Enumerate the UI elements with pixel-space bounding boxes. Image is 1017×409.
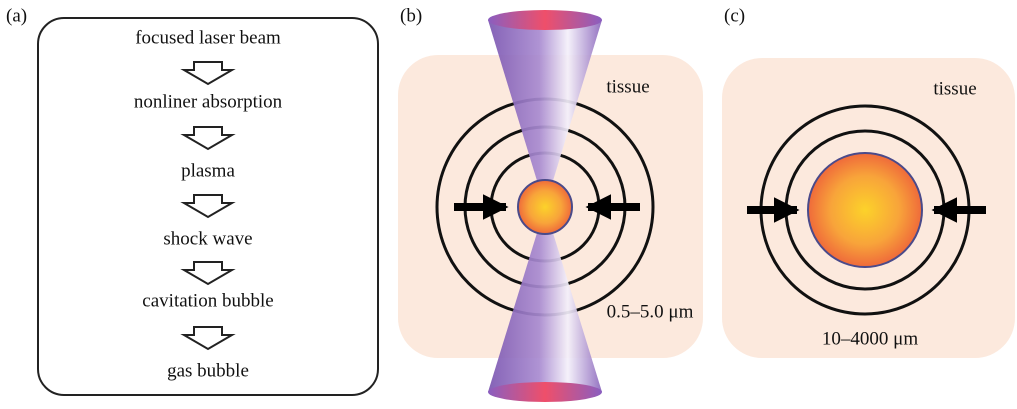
- tissue-label: tissue: [606, 76, 649, 97]
- panel-label: (c): [724, 5, 745, 26]
- step: plasma: [181, 160, 235, 181]
- arrow: [184, 195, 232, 217]
- panel-label: (a): [6, 5, 27, 26]
- tissue-label: tissue: [933, 78, 976, 99]
- arrow: [184, 127, 232, 149]
- size-label: 0.5–5.0 μm: [607, 301, 694, 322]
- step: focused laser beam: [135, 27, 281, 48]
- beam-cap: [488, 382, 602, 402]
- figure: (a) focused laser beam nonliner absorpti…: [0, 0, 1017, 409]
- arrow: [184, 327, 232, 349]
- step: shock wave: [163, 228, 252, 249]
- step: nonliner absorption: [134, 91, 283, 112]
- arrow: [184, 62, 232, 84]
- step: gas bubble: [167, 360, 249, 381]
- size-label: 10–4000 μm: [822, 328, 918, 349]
- beam-cap: [488, 10, 602, 30]
- cavitation-bubble: [808, 153, 922, 267]
- arrow: [184, 262, 232, 284]
- step: cavitation bubble: [142, 290, 273, 311]
- plasma: [518, 180, 572, 234]
- panel-label: (b): [400, 5, 422, 26]
